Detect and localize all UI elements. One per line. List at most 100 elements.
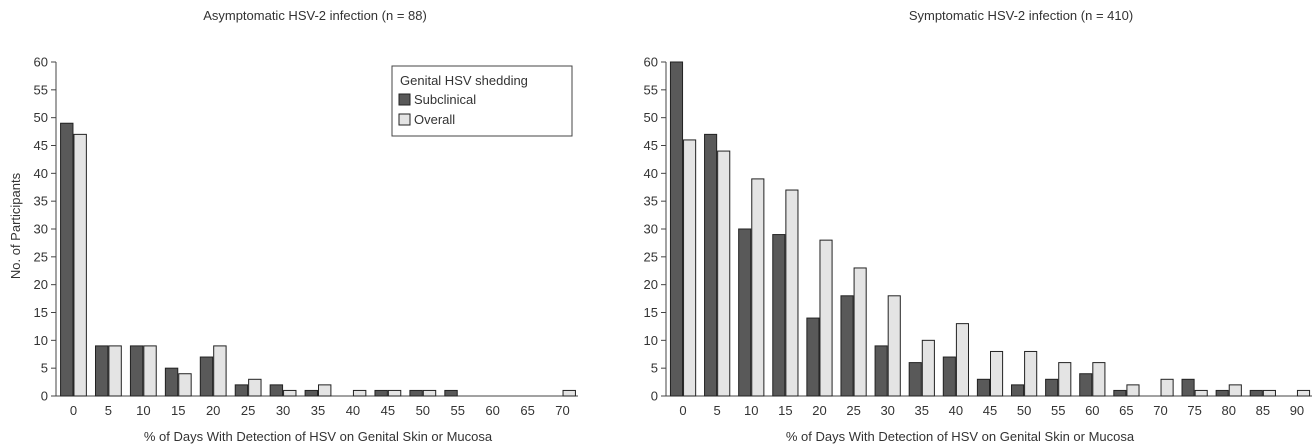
- legend-label-overall: Overall: [414, 112, 455, 127]
- bar-overall: [1092, 362, 1106, 397]
- symptomatic-chart: Symptomatic HSV-2 infection (n = 410) % o…: [644, 8, 1312, 444]
- bar-overall: [213, 345, 227, 397]
- legend-label-subclinical: Subclinical: [414, 92, 476, 107]
- y-tick-label: 60: [644, 55, 658, 70]
- x-tick-label: 45: [381, 403, 395, 418]
- x-tick-label: 90: [1290, 403, 1304, 418]
- bar-subclinical: [269, 384, 284, 397]
- y-tick-label: 0: [651, 389, 658, 404]
- y-tick-label: 20: [34, 277, 48, 292]
- x-tick-label: 20: [206, 403, 220, 418]
- bar-overall: [1228, 384, 1242, 397]
- bar-subclinical: [908, 362, 922, 397]
- x-tick-label: 85: [1256, 403, 1270, 418]
- y-tick-label: 5: [651, 361, 658, 376]
- bar-subclinical: [164, 367, 179, 397]
- legend: Genital HSV shedding Subclinical Overall: [391, 65, 573, 137]
- bar-overall: [990, 350, 1004, 397]
- bar-overall: [1296, 389, 1311, 397]
- x-tick-label: 50: [1017, 403, 1031, 418]
- y-tick-label: 0: [41, 389, 48, 404]
- y-tick-label: 35: [644, 194, 658, 209]
- bar-overall: [562, 389, 576, 397]
- bar-overall: [921, 339, 935, 397]
- bar-overall: [73, 133, 87, 397]
- bar-subclinical: [976, 378, 991, 397]
- x-tick-label: 30: [880, 403, 894, 418]
- y-tick-label: 45: [644, 138, 658, 153]
- legend-box: [391, 65, 573, 137]
- bar-subclinical: [304, 389, 318, 397]
- bar-overall: [1160, 378, 1174, 397]
- bar-subclinical: [1079, 373, 1093, 397]
- x-tick-label: 5: [105, 403, 112, 418]
- chart-title: Asymptomatic HSV-2 infection (n = 88): [203, 8, 427, 23]
- legend-swatch-overall: [398, 113, 411, 126]
- y-tick-label: 40: [34, 166, 48, 181]
- bar-subclinical: [1010, 384, 1025, 397]
- bar-subclinical: [669, 61, 684, 397]
- x-tick-label: 10: [744, 403, 758, 418]
- y-tick-label: 5: [41, 361, 48, 376]
- bar-subclinical: [234, 384, 249, 397]
- y-tick-label: 20: [644, 277, 658, 292]
- bar-overall: [1058, 362, 1072, 397]
- x-tick-label: 25: [241, 403, 255, 418]
- bar-overall: [717, 150, 731, 397]
- x-tick-label: 55: [1051, 403, 1065, 418]
- x-tick-label: 80: [1222, 403, 1236, 418]
- y-tick-label: 30: [34, 222, 48, 237]
- bar-subclinical: [874, 345, 888, 397]
- bar-overall: [751, 178, 765, 397]
- y-tick-label: 55: [34, 82, 48, 97]
- bar-overall: [853, 267, 867, 397]
- bar-overall: [887, 295, 901, 397]
- bar-overall: [1194, 389, 1208, 397]
- bar-subclinical: [94, 345, 109, 397]
- x-tick-label: 40: [949, 403, 963, 418]
- y-tick-label: 25: [644, 249, 658, 264]
- bar-overall: [819, 239, 833, 397]
- y-tick-label: 40: [644, 166, 658, 181]
- x-axis-label: % of Days With Detection of HSV on Genit…: [144, 429, 493, 444]
- bar-subclinical: [1045, 378, 1059, 397]
- y-tick-label: 15: [644, 305, 658, 320]
- bar-subclinical: [738, 228, 752, 397]
- x-tick-label: 35: [915, 403, 929, 418]
- x-tick-label: 60: [1085, 403, 1099, 418]
- bar-subclinical: [199, 356, 214, 397]
- x-tick-label: 65: [520, 403, 534, 418]
- y-tick-label: 15: [34, 305, 48, 320]
- legend-swatch-subclinical: [398, 93, 411, 106]
- bar-overall: [283, 389, 297, 397]
- y-tick-label: 10: [644, 333, 658, 348]
- bar-overall: [352, 389, 367, 397]
- bar-subclinical: [60, 122, 74, 397]
- y-tick-label: 50: [644, 110, 658, 125]
- x-tick-label: 15: [171, 403, 185, 418]
- x-tick-label: 0: [679, 403, 686, 418]
- x-tick-label: 60: [485, 403, 499, 418]
- bar-subclinical: [409, 389, 423, 397]
- bar-overall: [108, 345, 122, 397]
- bar-overall: [143, 345, 157, 397]
- x-tick-label: 45: [983, 403, 997, 418]
- bar-subclinical: [840, 295, 854, 397]
- x-tick-label: 20: [812, 403, 826, 418]
- x-tick-label: 75: [1187, 403, 1201, 418]
- bar-overall: [683, 139, 697, 397]
- bar-subclinical: [1181, 378, 1195, 397]
- x-tick-label: 30: [276, 403, 290, 418]
- x-axis-label: % of Days With Detection of HSV on Genit…: [786, 429, 1135, 444]
- x-tick-label: 10: [136, 403, 150, 418]
- bar-overall: [1024, 350, 1038, 397]
- y-tick-label: 25: [34, 249, 48, 264]
- bar-subclinical: [1113, 389, 1127, 397]
- y-tick-label: 45: [34, 138, 48, 153]
- bar-subclinical: [704, 133, 718, 397]
- bar-subclinical: [942, 356, 956, 397]
- bar-overall: [387, 389, 402, 397]
- bar-overall: [318, 384, 332, 397]
- bar-overall: [422, 389, 437, 397]
